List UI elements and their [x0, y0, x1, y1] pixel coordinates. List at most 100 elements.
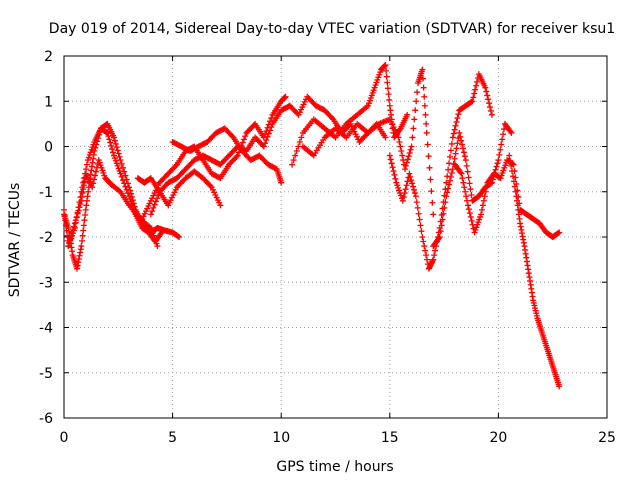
data-point [436, 234, 443, 240]
data-point [150, 204, 157, 211]
data-point [439, 216, 446, 223]
data-point [425, 153, 432, 160]
data-point [113, 144, 120, 151]
data-point [89, 184, 96, 191]
data-point [296, 138, 303, 145]
data-point [465, 206, 472, 213]
data-point [90, 180, 97, 187]
data-point [383, 73, 390, 80]
data-point [411, 116, 418, 123]
data-point [121, 180, 128, 187]
data-point [407, 173, 414, 180]
data-point [421, 243, 428, 250]
data-point [404, 111, 411, 118]
data-point [473, 78, 480, 85]
data-point [78, 237, 85, 244]
data-point [441, 204, 448, 211]
data-point [158, 229, 165, 236]
data-point [172, 162, 179, 169]
data-point [464, 168, 471, 175]
data-point [92, 172, 99, 179]
data-point [406, 149, 413, 156]
data-point [76, 204, 83, 211]
axis-ticks: 0 5 10 15 20 25 -6 -5 -4 -3 -2 -1 0 1 2 [39, 49, 616, 446]
data-point [401, 190, 408, 197]
data-point [282, 93, 289, 100]
data-point [107, 139, 114, 146]
data-point [240, 136, 247, 143]
x-axis-label: GPS time / hours [276, 459, 393, 475]
data-point [485, 96, 492, 103]
data-point [416, 216, 423, 223]
data-point [417, 222, 424, 229]
data-point [74, 210, 81, 217]
data-point [445, 185, 452, 192]
data-point [176, 234, 183, 240]
data-point [507, 128, 514, 135]
data-point [386, 152, 393, 159]
data-point [263, 127, 270, 134]
data-point [92, 168, 99, 175]
data-point [447, 147, 454, 154]
data-point [426, 164, 433, 171]
data-point [500, 131, 507, 138]
data-point [419, 66, 426, 73]
data-point [116, 153, 123, 160]
data-point [496, 151, 503, 158]
x-tick-label: 25 [598, 430, 616, 446]
data-point [91, 176, 98, 183]
data-point [487, 104, 494, 111]
data-point [122, 183, 129, 190]
data-point [414, 89, 421, 96]
data-point [403, 182, 410, 189]
data-point [262, 140, 269, 147]
data-point [402, 166, 409, 173]
data-series [61, 62, 563, 390]
data-point [448, 140, 455, 147]
data-point [260, 143, 267, 150]
x-tick-label: 20 [489, 430, 507, 446]
data-point [292, 152, 299, 159]
data-point [80, 227, 87, 234]
data-point [463, 193, 470, 200]
y-tick-label: -5 [39, 366, 53, 382]
data-point [411, 186, 418, 193]
data-point [457, 133, 464, 140]
data-point [75, 207, 82, 214]
data-point [463, 162, 470, 169]
data-point [467, 186, 474, 193]
data-point [404, 178, 411, 185]
data-point [402, 162, 409, 169]
data-point [468, 217, 475, 224]
data-point [479, 202, 486, 209]
data-point [157, 230, 164, 237]
data-point [486, 100, 493, 107]
data-point [453, 145, 460, 152]
data-point [298, 134, 305, 141]
data-point [464, 197, 471, 204]
data-point [388, 160, 395, 167]
data-point [461, 184, 468, 191]
data-point [207, 182, 214, 189]
data-point [109, 146, 116, 153]
series-arc-10 [299, 66, 437, 218]
data-point [71, 220, 78, 227]
data-point [493, 163, 500, 170]
data-point [556, 383, 563, 390]
data-point [482, 84, 489, 91]
data-point [397, 143, 404, 150]
series-arc-12 [430, 120, 515, 250]
data-point [484, 92, 491, 99]
data-point [260, 134, 267, 141]
data-point [147, 211, 154, 218]
data-point [149, 208, 156, 215]
data-point [472, 86, 479, 93]
data-point [384, 79, 391, 86]
y-tick-label: 0 [44, 140, 53, 156]
data-point [106, 136, 113, 143]
data-point [63, 227, 70, 234]
data-point [110, 134, 117, 141]
data-point [77, 201, 84, 208]
data-point [506, 152, 513, 159]
data-point [488, 111, 495, 118]
